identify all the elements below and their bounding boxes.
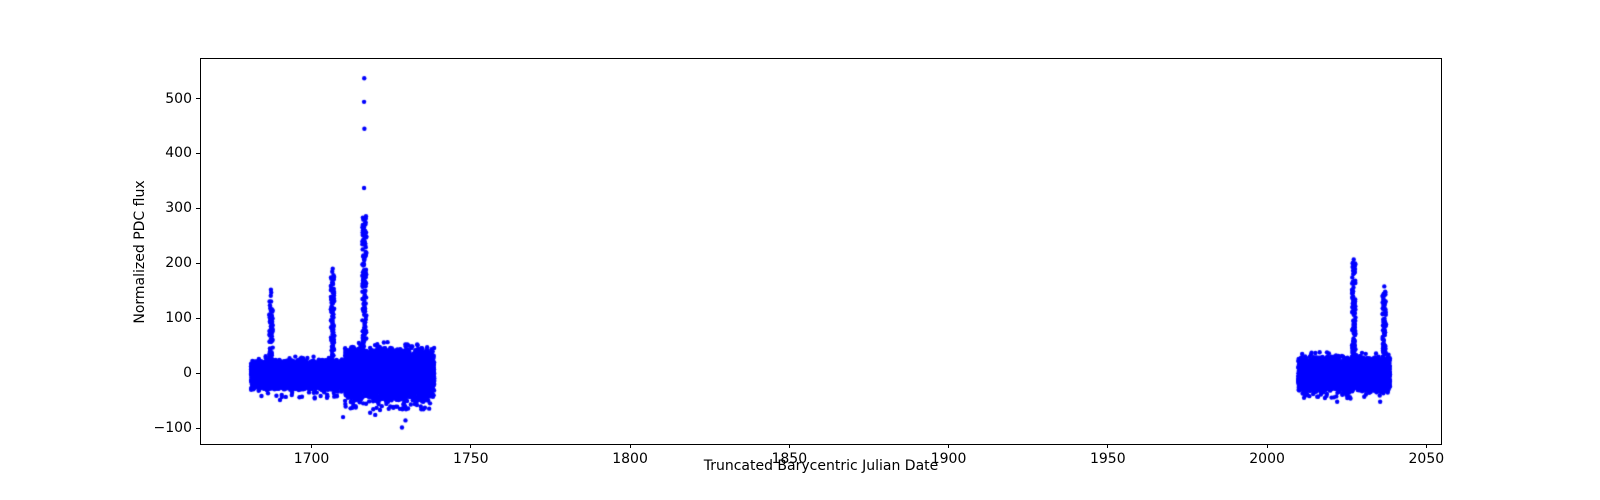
y-tick-label: 200: [165, 255, 192, 272]
y-tick-mark: [196, 262, 200, 264]
x-tick-mark: [629, 444, 631, 448]
y-tick-label: 500: [165, 90, 192, 107]
plot-area: [200, 58, 1442, 445]
x-tick-mark: [1425, 444, 1427, 448]
x-axis-label: Truncated Barycentric Julian Date: [703, 458, 939, 474]
x-tick-mark: [1266, 444, 1268, 448]
y-tick-label: −100: [153, 420, 192, 437]
x-tick-label: 1700: [293, 451, 330, 467]
y-tick-label: 400: [165, 145, 192, 162]
x-tick-label: 1950: [1089, 451, 1126, 467]
x-tick-label: 1850: [771, 451, 808, 467]
y-tick-mark: [196, 207, 200, 209]
x-tick-label: 2050: [1408, 451, 1445, 467]
y-tick-label: 300: [165, 200, 192, 217]
x-tick-label: 1750: [452, 451, 489, 467]
x-tick-mark: [948, 444, 950, 448]
x-tick-mark: [311, 444, 313, 448]
x-tick-mark: [1107, 444, 1109, 448]
x-tick-label: 2000: [1249, 451, 1285, 467]
x-tick-label: 1900: [930, 451, 967, 467]
x-tick-mark: [788, 444, 790, 448]
y-tick-mark: [196, 372, 200, 374]
y-tick-mark: [196, 152, 200, 154]
x-tick-label: 1800: [612, 451, 648, 467]
x-tick-mark: [470, 444, 472, 448]
y-tick-mark: [196, 317, 200, 319]
y-tick-mark: [196, 427, 200, 429]
scatter-points-canvas: [201, 59, 1441, 444]
y-tick-label: 0: [183, 365, 192, 382]
y-tick-label: 100: [165, 310, 192, 327]
y-tick-mark: [196, 98, 200, 100]
